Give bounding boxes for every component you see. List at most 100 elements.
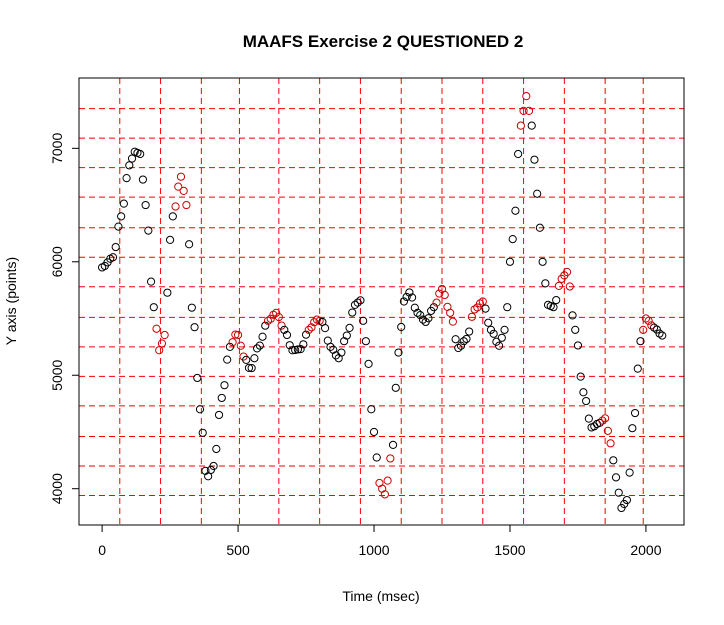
data-point [470, 305, 479, 314]
data-point [190, 323, 199, 332]
data-point [386, 454, 395, 463]
data-point [649, 323, 659, 332]
data-point [399, 297, 409, 306]
data-point [562, 267, 572, 277]
data-point [356, 296, 365, 305]
data-point [280, 325, 289, 334]
data-point [614, 488, 623, 497]
data-point [223, 355, 232, 364]
data-point [220, 381, 229, 390]
data-point [253, 344, 262, 353]
data-point [402, 292, 411, 302]
data-point [301, 330, 311, 339]
data-point [282, 330, 292, 340]
data-point [388, 440, 398, 450]
data-point [304, 325, 313, 334]
data-point [565, 282, 574, 291]
data-point [571, 325, 580, 334]
data-point [141, 200, 150, 210]
x-tick-label: 0 [98, 542, 106, 558]
data-point [217, 393, 226, 403]
data-point [337, 348, 346, 357]
chart-title: MAAFS Exercise 2 QUESTIONED 2 [243, 32, 524, 51]
data-point [500, 325, 509, 334]
data-point [478, 297, 487, 306]
data-point [484, 318, 493, 327]
data-point [277, 321, 286, 330]
data-point [326, 342, 335, 351]
data-point [609, 456, 618, 465]
data-point [611, 473, 621, 482]
data-point [288, 346, 297, 355]
data-point [125, 161, 134, 170]
x-tick-label: 2000 [630, 542, 661, 558]
data-point [187, 303, 196, 312]
data-point [397, 322, 406, 332]
x-tick-label: 1000 [358, 542, 389, 558]
data-point [514, 149, 523, 159]
data-point [633, 364, 642, 373]
data-point [394, 348, 403, 357]
data-point [424, 314, 433, 323]
data-point [269, 310, 278, 319]
data-point [272, 308, 281, 317]
data-point [554, 281, 564, 290]
data-point [233, 330, 243, 340]
data-point [568, 311, 577, 320]
data-point [250, 354, 259, 363]
x-tick-label: 1500 [494, 542, 525, 558]
data-point [185, 240, 194, 249]
data-point [636, 337, 645, 346]
data-point [155, 346, 164, 355]
data-point [465, 327, 474, 336]
grid-lines [79, 78, 684, 525]
data-point [416, 311, 425, 320]
data-point [225, 342, 235, 351]
data-point [603, 426, 612, 435]
data-point [228, 338, 237, 347]
data-point [658, 331, 667, 340]
data-point [285, 341, 294, 350]
data-point [454, 343, 463, 353]
data-point [489, 329, 498, 338]
data-point [598, 416, 607, 425]
data-point [641, 314, 651, 323]
data-point [263, 316, 273, 325]
data-point [261, 321, 270, 330]
x-axis-label: Time (msec) [342, 588, 419, 604]
data-point [255, 341, 264, 350]
data-point [310, 318, 319, 327]
data-point [530, 155, 539, 164]
y-axis: 4000 5000 6000 7000 [49, 133, 80, 504]
y-tick-label: 6000 [49, 246, 65, 277]
data-point [242, 355, 251, 364]
data-point [307, 323, 316, 332]
data-point [149, 303, 158, 312]
data-point [522, 92, 531, 101]
data-point [157, 339, 167, 348]
data-point [446, 308, 455, 317]
data-point [527, 121, 536, 130]
data-point [584, 414, 593, 423]
data-point [320, 324, 330, 333]
data-point [236, 341, 245, 350]
data-point [152, 324, 161, 333]
data-point [198, 428, 207, 437]
data-point [122, 174, 131, 183]
data-point [456, 341, 466, 350]
data-point [606, 439, 615, 448]
data-point [639, 325, 648, 334]
y-axis-label: Y axis (points) [3, 257, 19, 345]
data-point [541, 279, 550, 288]
data-point [182, 200, 191, 210]
data-point [127, 154, 137, 163]
data-point [296, 345, 305, 354]
y-tick-label: 5000 [49, 359, 65, 390]
data-point [538, 257, 547, 266]
data-point [299, 340, 308, 349]
data-point [348, 308, 357, 317]
data-point [413, 308, 422, 317]
data-point [361, 337, 370, 346]
data-point [451, 335, 460, 344]
